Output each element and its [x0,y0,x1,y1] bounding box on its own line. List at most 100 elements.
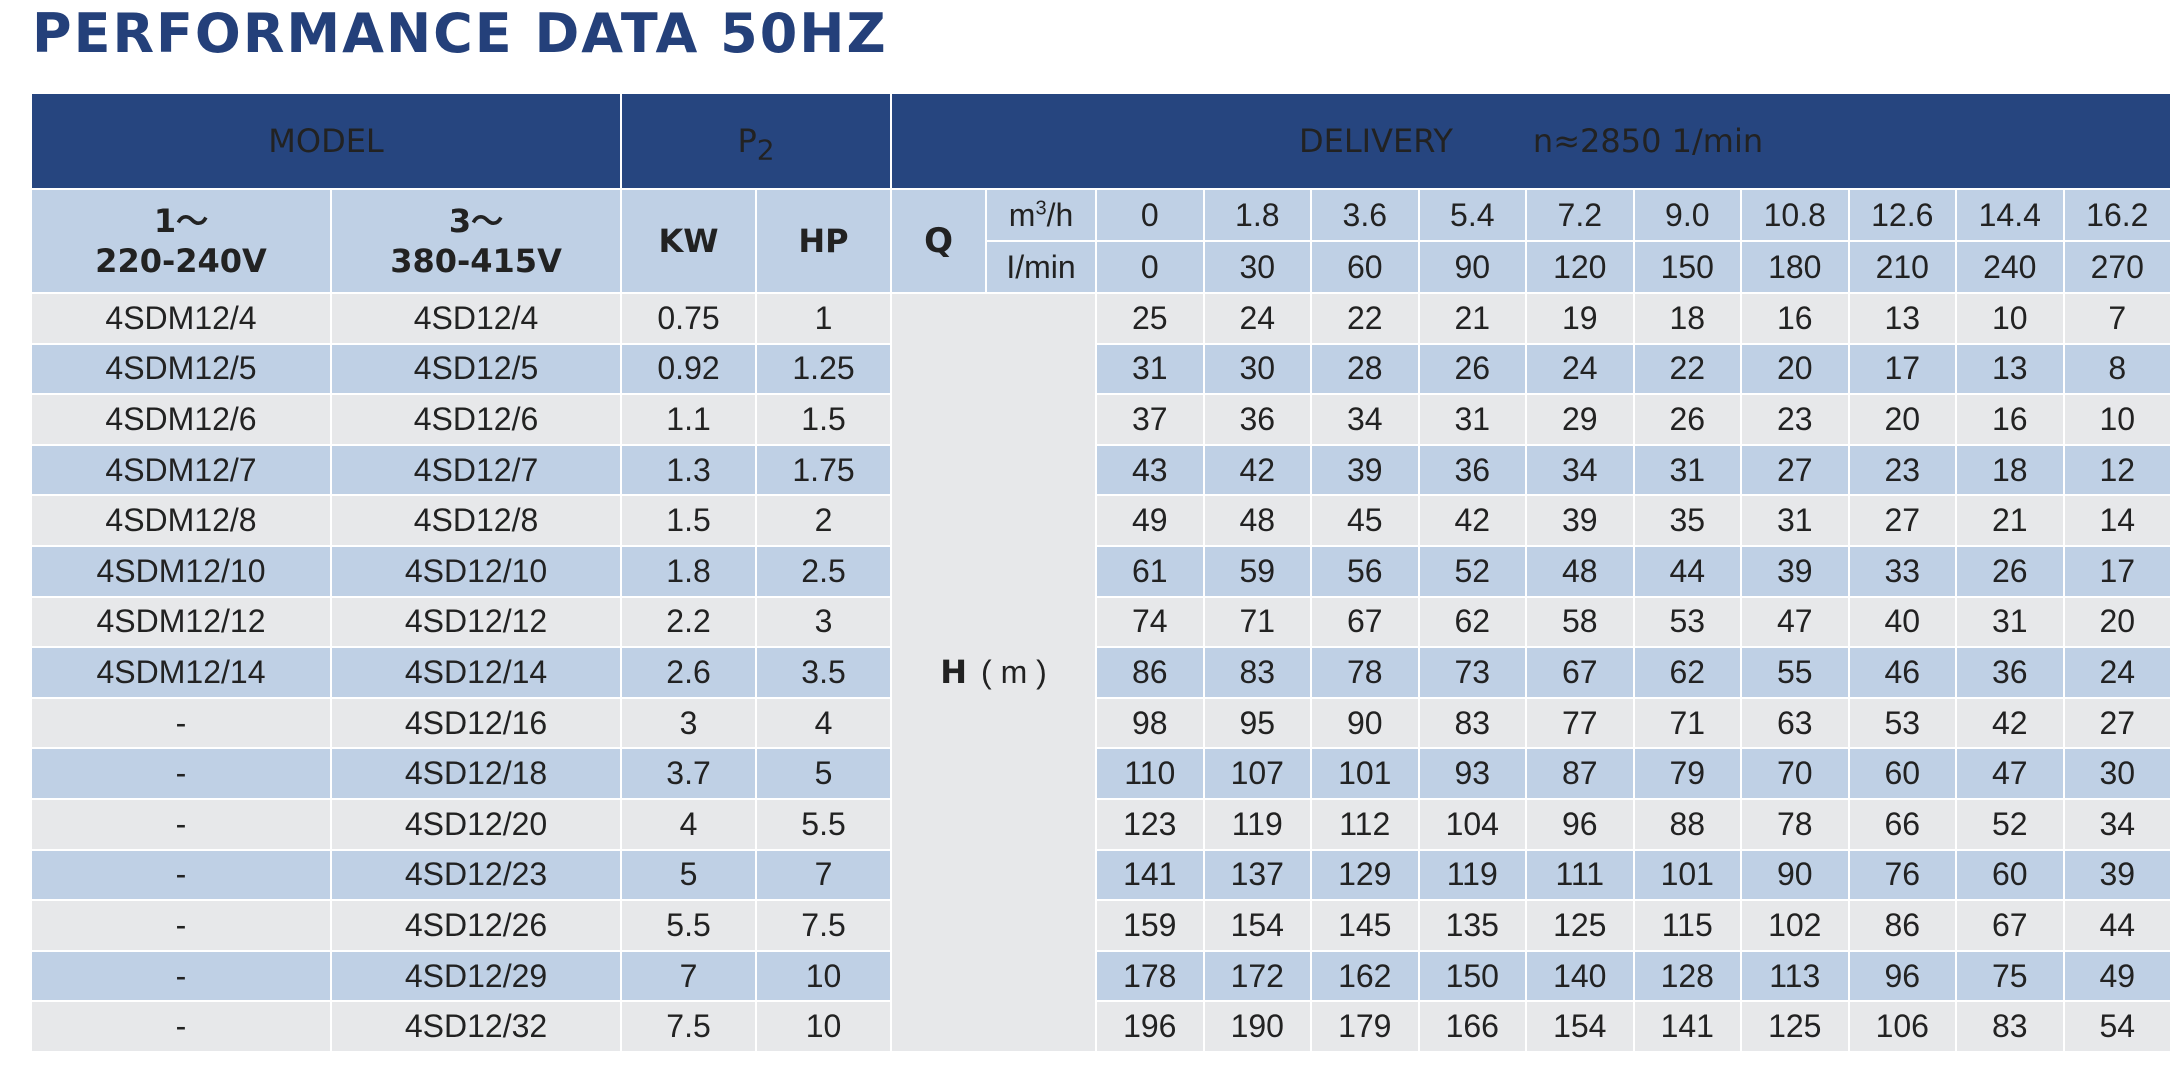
head-value: 8 [2062,342,2173,396]
head-value: 31 [1740,494,1850,547]
q-lmin-value: 150 [1632,240,1743,294]
head-value: 7 [2062,292,2173,345]
power-hp: 2 [755,494,893,547]
h-unit: ( m ) [981,654,1047,691]
head-value: 46 [1847,646,1958,699]
power-hp: 7 [755,848,893,902]
unit-m3h: m3/h [985,188,1098,242]
table-row: 4SDM12/4 4SD12/4 0.75 1 H( m ) 25 24 22 21 19 18 16… [30,292,2173,1053]
model-single-phase: - [30,1000,332,1053]
head-value: 26 [1632,393,1743,446]
head-value: 20 [1847,393,1958,446]
head-value: 34 [2062,797,2173,851]
q-lmin-value: 270 [2062,240,2173,294]
head-value: 73 [1417,646,1528,699]
q-lmin-value: 0 [1095,240,1205,294]
table-row: 4SDM12/10 4SD12/10 1.8 2.5 61 59 56 52 48 44 39 33 2… [30,544,2173,598]
head-value: 55 [1740,646,1850,699]
table-row: -4SD12/20 4 5.5 123 119 112 104 96 88 78 66 52 34 [30,797,2173,851]
head-value: 86 [1847,899,1958,952]
head-value: 23 [1740,393,1850,446]
head-value: 76 [1847,848,1958,902]
power-hp: 1 [755,292,893,345]
hp-header: HP [755,188,893,294]
head-value: 140 [1525,949,1635,1003]
power-kw: 7 [620,949,758,1003]
head-value: 42 [1955,696,2065,750]
performance-table: MODEL P2 DELIVERY n≈2850 1/min 1～ 220-240… [29,92,2173,1053]
head-value: 77 [1525,696,1635,750]
q-lmin-value: 210 [1847,240,1958,294]
delivery-label: DELIVERY [1298,122,1453,160]
head-value: 52 [1955,797,2065,851]
head-value: 83 [1417,696,1528,750]
head-value: 24 [1525,342,1635,396]
model-single-phase: 4SDM12/12 [30,595,332,649]
head-value: 56 [1310,544,1420,598]
head-value: 67 [1955,899,2065,952]
head-value: 31 [1955,595,2065,649]
p2-header: P2 [620,92,893,190]
head-value: 128 [1632,949,1743,1003]
head-value: 90 [1310,696,1420,750]
head-value: 93 [1417,747,1528,800]
head-value: 37 [1095,393,1205,446]
head-value: 96 [1847,949,1958,1003]
q-m3h-value: 3.6 [1310,188,1420,242]
model-three-phase: 4SD12/26 [329,899,623,952]
head-value: 48 [1202,494,1313,547]
h-label: H [940,653,968,692]
head-value: 60 [1847,747,1958,800]
head-value: 39 [1525,494,1635,547]
table-row: -4SD12/16 3 4 98 95 90 83 77 71 63 53 42 27 [30,696,2173,750]
power-kw: 2.6 [620,646,758,699]
power-kw: 7.5 [620,1000,758,1053]
power-kw: 3 [620,696,758,750]
model-three-phase: 4SD12/14 [329,646,623,699]
head-value: 74 [1095,595,1205,649]
head-value: 52 [1417,544,1528,598]
power-kw: 2.2 [620,595,758,649]
head-value: 10 [1955,292,2065,345]
head-value: 166 [1417,1000,1528,1053]
head-value: 125 [1525,899,1635,952]
model-single-phase: - [30,899,332,952]
power-kw: 5 [620,848,758,902]
head-value: 21 [1955,494,2065,547]
head-value: 75 [1955,949,2065,1003]
head-value: 141 [1095,848,1205,902]
head-value: 83 [1202,646,1313,699]
q-m3h-value: 5.4 [1417,188,1528,242]
single-phase-voltage: 220-240V [95,242,267,280]
power-kw: 1.3 [620,443,758,497]
power-hp: 1.5 [755,393,893,446]
model-single-phase: 4SDM12/10 [30,544,332,598]
head-value: 39 [1740,544,1850,598]
single-phase-header: 1～ 220-240V [30,188,332,294]
head-value: 60 [1955,848,2065,902]
head-value: 66 [1847,797,1958,851]
model-three-phase: 4SD12/4 [329,292,623,345]
head-value: 137 [1202,848,1313,902]
head-value: 44 [2062,899,2173,952]
head-value: 63 [1740,696,1850,750]
q-lmin-value: 240 [1955,240,2065,294]
power-hp: 4 [755,696,893,750]
model-single-phase: 4SDM12/14 [30,646,332,699]
head-value: 125 [1740,1000,1850,1053]
head-value: 119 [1202,797,1313,851]
head-value: 71 [1202,595,1313,649]
table-row: 4SDM12/6 4SD12/6 1.1 1.5 37 36 34 31 29 26 23 20 16 1… [30,393,2173,446]
head-value: 179 [1310,1000,1420,1053]
head-value: 10 [2062,393,2173,446]
q-m3h-value: 1.8 [1202,188,1313,242]
head-value: 17 [1847,342,1958,396]
head-value: 20 [1740,342,1850,396]
model-single-phase: 4SDM12/4 [30,292,332,345]
power-kw: 5.5 [620,899,758,952]
head-value: 16 [1740,292,1850,345]
model-single-phase: - [30,848,332,902]
q-lmin-value: 60 [1310,240,1420,294]
head-value: 96 [1525,797,1635,851]
head-value: 162 [1310,949,1420,1003]
